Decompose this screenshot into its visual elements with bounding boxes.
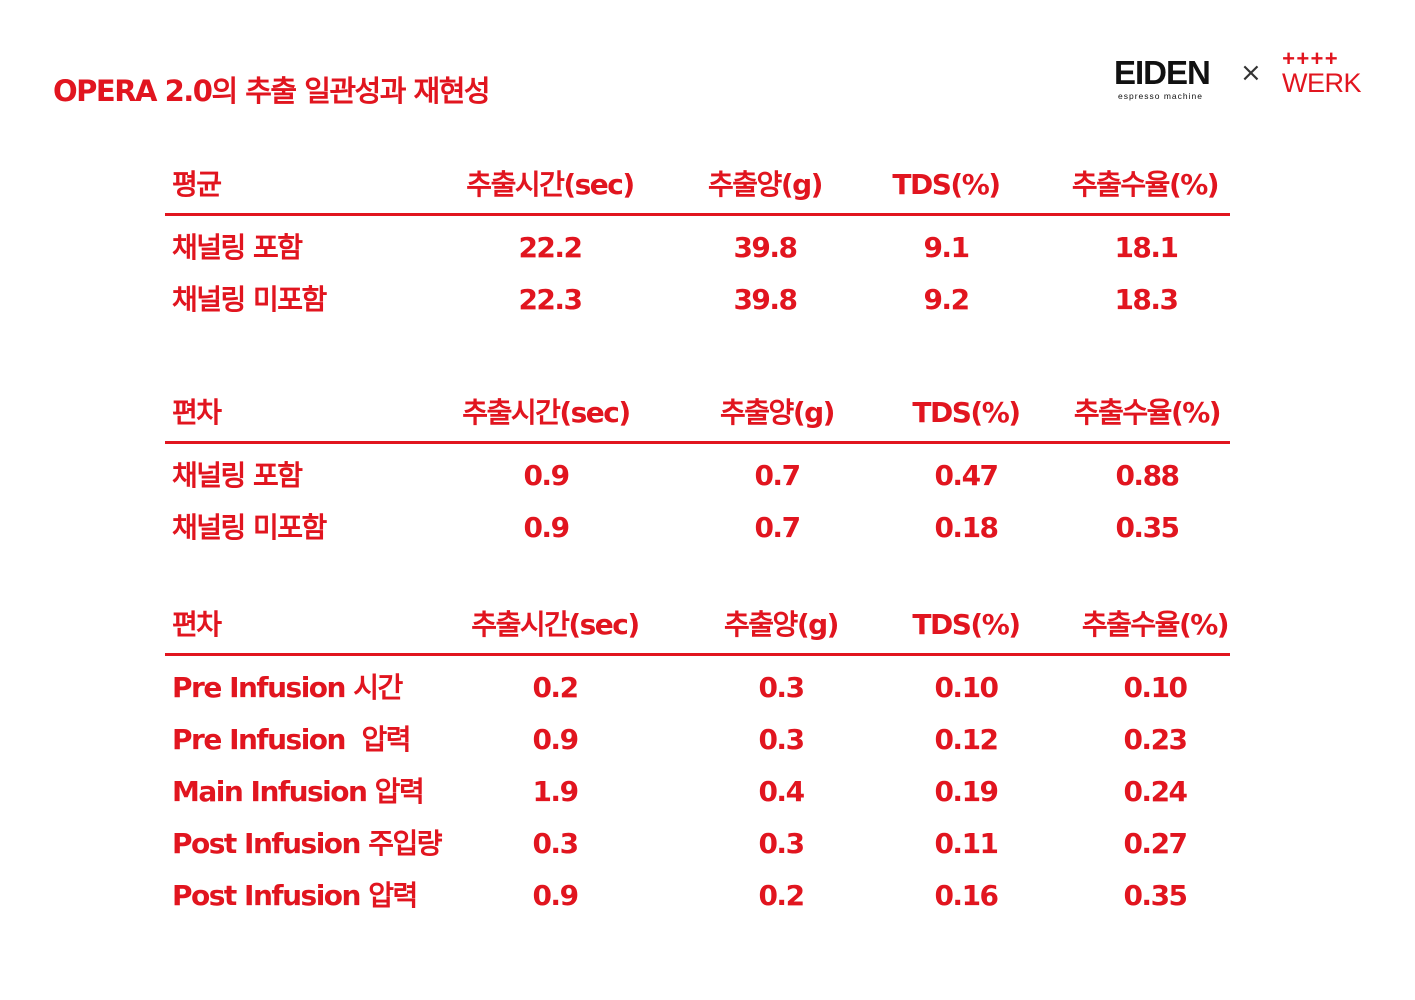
value-yield: 18.1 bbox=[1114, 231, 1179, 264]
column-header-amount: 추출양(g) bbox=[708, 168, 823, 201]
value-amount: 0.7 bbox=[754, 511, 801, 544]
column-header-time: 추출시간(sec) bbox=[466, 168, 635, 201]
row-label: 채널링 미포함 bbox=[172, 283, 327, 316]
table-header: 편차 추출시간(sec) 추출양(g) TDS(%) 추출수율(%) bbox=[165, 597, 1230, 656]
column-header-yield: 추출수율(%) bbox=[1071, 168, 1220, 201]
value-time: 0.9 bbox=[523, 459, 570, 492]
value-amount: 0.7 bbox=[754, 459, 801, 492]
column-header-tds: TDS(%) bbox=[912, 396, 1021, 429]
row-label: Post Infusion 주입량 bbox=[172, 827, 443, 860]
werk-logo-mark: ++++ bbox=[1282, 48, 1339, 73]
value-amount: 0.3 bbox=[758, 671, 805, 704]
table-row: 채널링 미포함 0.9 0.7 0.18 0.35 bbox=[165, 502, 1230, 554]
table-row: Main Infusion 압력 1.9 0.4 0.19 0.24 bbox=[165, 766, 1230, 818]
table-row: Post Infusion 압력 0.9 0.2 0.16 0.35 bbox=[165, 870, 1230, 922]
value-amount: 0.3 bbox=[758, 723, 805, 756]
column-header-time: 추출시간(sec) bbox=[462, 396, 631, 429]
average-table: 평균 추출시간(sec) 추출양(g) TDS(%) 추출수율(%) 채널링 포… bbox=[165, 157, 1230, 326]
table-label: 편차 bbox=[172, 608, 222, 641]
page-title: OPERA 2.0의 추출 일관성과 재현성 bbox=[53, 74, 491, 108]
table-row: 채널링 미포함 22.3 39.8 9.2 18.3 bbox=[165, 274, 1230, 326]
table-row: 채널링 포함 22.2 39.8 9.1 18.1 bbox=[165, 222, 1230, 274]
deviation-infusion-table: 편차 추출시간(sec) 추출양(g) TDS(%) 추출수율(%) Pre I… bbox=[165, 597, 1230, 922]
value-amount: 39.8 bbox=[733, 283, 798, 316]
column-header-tds: TDS(%) bbox=[912, 608, 1021, 641]
row-label: Post Infusion 압력 bbox=[172, 879, 418, 912]
value-yield: 0.35 bbox=[1115, 511, 1180, 544]
brand-logos: EIDEN espresso machine × ++++ WERK bbox=[1110, 48, 1365, 108]
value-time: 0.9 bbox=[523, 511, 570, 544]
table-label: 평균 bbox=[172, 168, 222, 201]
value-yield: 0.88 bbox=[1115, 459, 1180, 492]
table-label: 편차 bbox=[172, 396, 222, 429]
value-time: 22.2 bbox=[518, 231, 583, 264]
werk-logo: WERK bbox=[1282, 68, 1362, 98]
value-amount: 0.2 bbox=[758, 879, 805, 912]
row-label: 채널링 미포함 bbox=[172, 511, 327, 544]
column-header-tds: TDS(%) bbox=[892, 168, 1001, 201]
value-tds: 9.2 bbox=[923, 283, 970, 316]
value-tds: 0.16 bbox=[934, 879, 999, 912]
value-tds: 0.12 bbox=[934, 723, 999, 756]
row-label: Pre Infusion 시간 bbox=[172, 671, 403, 704]
value-amount: 39.8 bbox=[733, 231, 798, 264]
value-tds: 0.11 bbox=[934, 827, 999, 860]
collab-separator-icon: × bbox=[1240, 58, 1262, 88]
value-yield: 0.35 bbox=[1123, 879, 1188, 912]
value-time: 22.3 bbox=[518, 283, 583, 316]
row-label: 채널링 포함 bbox=[172, 459, 303, 492]
value-yield: 0.27 bbox=[1123, 827, 1188, 860]
row-label: Pre Infusion 압력 bbox=[172, 723, 412, 756]
value-time: 0.3 bbox=[532, 827, 579, 860]
value-tds: 0.18 bbox=[934, 511, 999, 544]
value-tds: 0.19 bbox=[934, 775, 999, 808]
value-yield: 18.3 bbox=[1114, 283, 1179, 316]
value-amount: 0.3 bbox=[758, 827, 805, 860]
column-header-amount: 추출양(g) bbox=[724, 608, 839, 641]
value-tds: 0.47 bbox=[934, 459, 999, 492]
table-row: Pre Infusion 압력 0.9 0.3 0.12 0.23 bbox=[165, 714, 1230, 766]
value-time: 0.9 bbox=[532, 879, 579, 912]
row-label: Main Infusion 압력 bbox=[172, 775, 425, 808]
value-time: 0.2 bbox=[532, 671, 579, 704]
eiden-logo-tagline: espresso machine bbox=[1118, 91, 1203, 101]
value-amount: 0.4 bbox=[758, 775, 805, 808]
value-yield: 0.24 bbox=[1123, 775, 1188, 808]
column-header-amount: 추출양(g) bbox=[720, 396, 835, 429]
table-row: Pre Infusion 시간 0.2 0.3 0.10 0.10 bbox=[165, 662, 1230, 714]
column-header-yield: 추출수율(%) bbox=[1081, 608, 1230, 641]
value-time: 0.9 bbox=[532, 723, 579, 756]
table-row: 채널링 포함 0.9 0.7 0.47 0.88 bbox=[165, 450, 1230, 502]
column-header-time: 추출시간(sec) bbox=[471, 608, 640, 641]
value-yield: 0.23 bbox=[1123, 723, 1188, 756]
table-header: 편차 추출시간(sec) 추출양(g) TDS(%) 추출수율(%) bbox=[165, 385, 1230, 444]
eiden-logo: EIDEN bbox=[1114, 54, 1211, 91]
table-row: Post Infusion 주입량 0.3 0.3 0.11 0.27 bbox=[165, 818, 1230, 870]
column-header-yield: 추출수율(%) bbox=[1073, 396, 1222, 429]
row-label: 채널링 포함 bbox=[172, 231, 303, 264]
deviation-channeling-table: 편차 추출시간(sec) 추출양(g) TDS(%) 추출수율(%) 채널링 포… bbox=[165, 385, 1230, 554]
value-time: 1.9 bbox=[532, 775, 579, 808]
table-header: 평균 추출시간(sec) 추출양(g) TDS(%) 추출수율(%) bbox=[165, 157, 1230, 216]
value-yield: 0.10 bbox=[1123, 671, 1188, 704]
value-tds: 9.1 bbox=[923, 231, 970, 264]
value-tds: 0.10 bbox=[934, 671, 999, 704]
